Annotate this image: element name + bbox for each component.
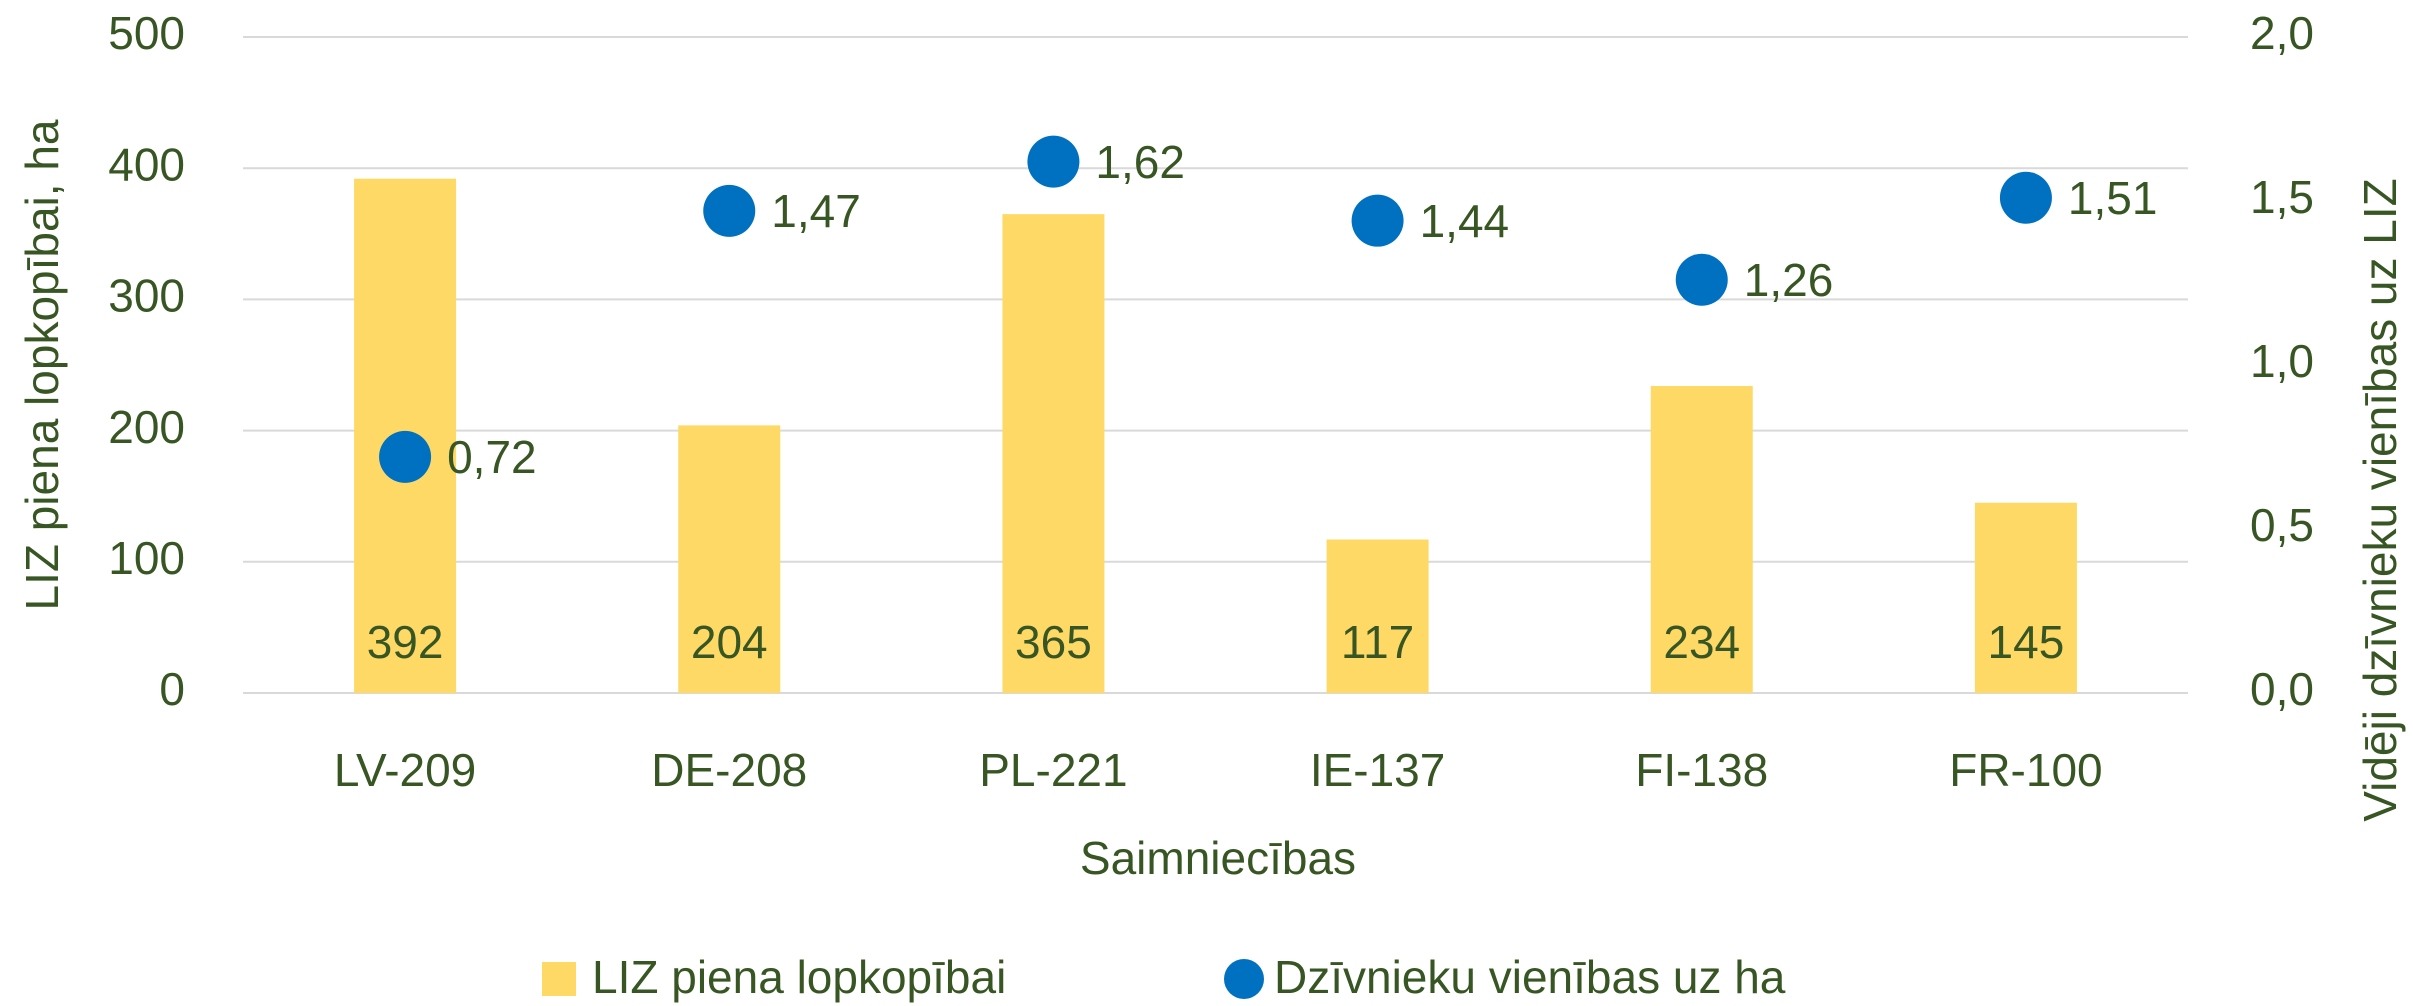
legend-label: LIZ piena lopkopībai [592,951,1006,1003]
dot-value-label: 1,51 [2068,172,2158,224]
legend-label: Dzīvnieku vienības uz ha [1274,951,1786,1003]
x-tick-label: IE-137 [1310,744,1446,796]
bar-value-label: 365 [1015,616,1092,668]
x-tick-label: LV-209 [334,744,476,796]
bar-value-label: 204 [691,616,768,668]
legend-swatch [542,962,576,996]
bar-value-label: 117 [1341,616,1414,668]
y-tick-label: 500 [108,7,185,59]
dot [379,430,432,483]
dot [1027,135,1080,188]
y-tick-label: 100 [108,532,185,584]
x-tick-label: DE-208 [651,744,807,796]
dot [703,184,756,237]
y-axis-title: LIZ piena lopkopībai, ha [16,119,68,610]
y2-tick-label: 2,0 [2250,7,2314,59]
bar [678,425,781,693]
dot [1675,253,1728,306]
bar-value-label: 234 [1663,616,1740,668]
bar-value-label: 392 [367,616,444,668]
bar [1002,214,1105,693]
dot [1351,194,1404,247]
bar [1650,385,1753,693]
y-tick-label: 200 [108,401,185,453]
y2-tick-label: 0,5 [2250,499,2314,551]
bar [1326,539,1429,693]
bar [1974,502,2077,693]
y-tick-label: 0 [159,663,185,715]
y2-axis-title: Vidēji dzīvnieku vienības uz LIZ [2354,178,2406,822]
y2-tick-label: 1,0 [2250,335,2314,387]
legend-swatch [1224,959,1264,999]
dot-value-label: 1,62 [1095,136,1185,188]
y2-tick-label: 1,5 [2250,171,2314,223]
dot-value-label: 1,44 [1420,195,1510,247]
dot [1999,171,2052,224]
x-tick-label: FR-100 [1949,744,2102,796]
dot-value-label: 1,47 [771,185,861,237]
x-tick-label: PL-221 [979,744,1127,796]
x-tick-label: FI-138 [1635,744,1768,796]
dot-value-label: 1,26 [1744,254,1834,306]
y-tick-label: 300 [108,270,185,322]
bar-value-label: 145 [1988,616,2065,668]
x-axis-title: Saimniecības [1080,832,1356,884]
y-tick-label: 400 [108,138,185,190]
y2-tick-label: 0,0 [2250,663,2314,715]
dot-value-label: 0,72 [447,431,537,483]
